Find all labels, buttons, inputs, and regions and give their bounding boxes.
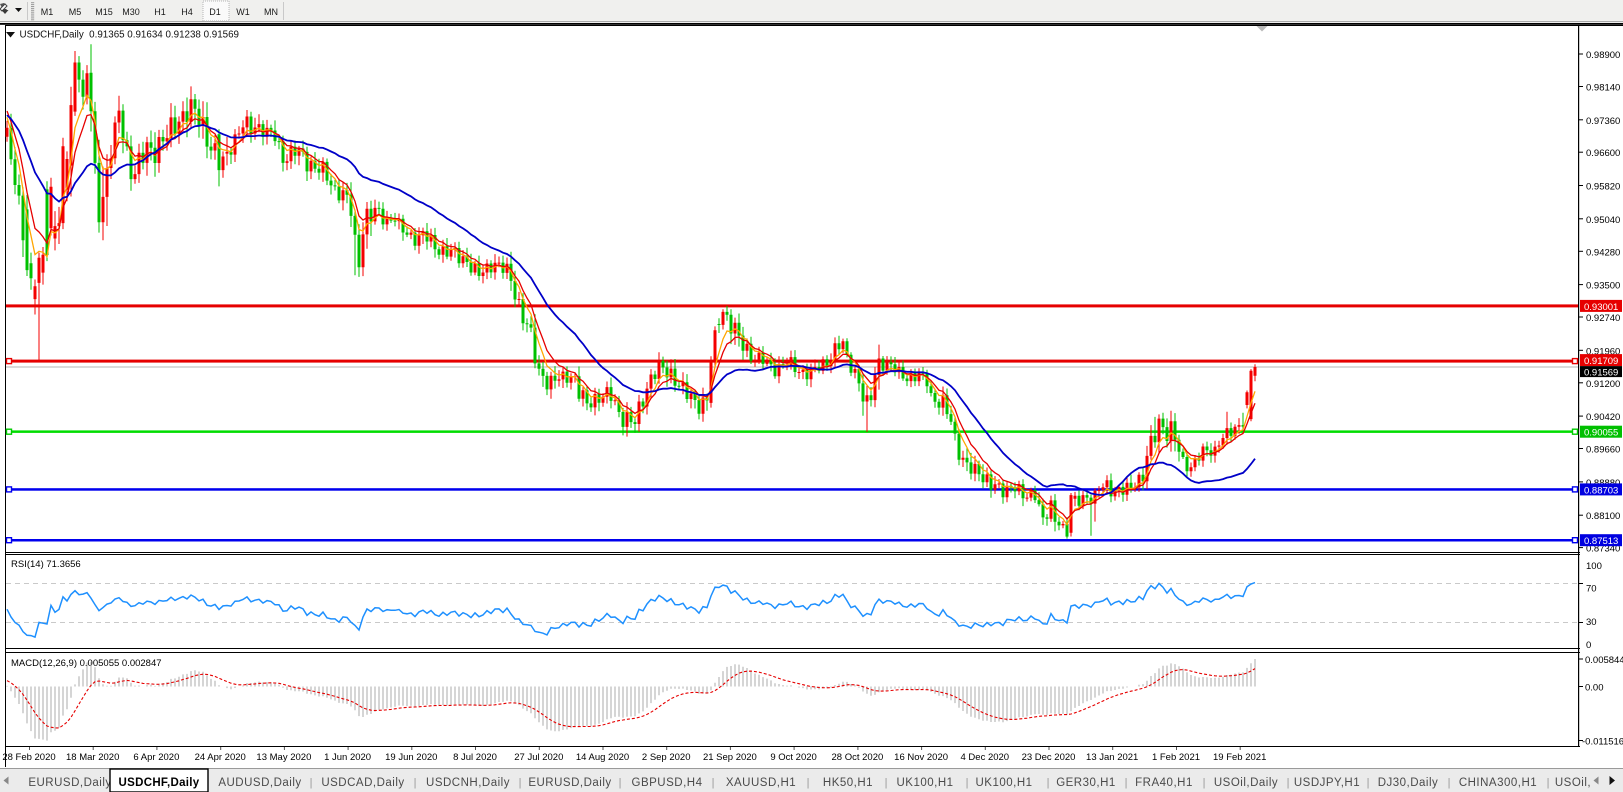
svg-text:0.93500: 0.93500: [1586, 281, 1620, 292]
svg-text:0.93001: 0.93001: [1584, 302, 1618, 313]
svg-text:M5: M5: [69, 7, 82, 17]
svg-text:0.91960: 0.91960: [1586, 346, 1620, 357]
svg-text:9 Oct 2020: 9 Oct 2020: [770, 752, 816, 763]
svg-text:MN: MN: [264, 7, 278, 17]
svg-text:-0.011516: -0.011516: [1582, 737, 1623, 748]
svg-text:EURUSD,Daily: EURUSD,Daily: [528, 777, 611, 789]
svg-text:8 Jul 2020: 8 Jul 2020: [453, 752, 497, 763]
svg-text:0.97360: 0.97360: [1586, 116, 1620, 127]
svg-text:M1: M1: [41, 7, 54, 17]
svg-text:0.89660: 0.89660: [1586, 445, 1620, 456]
svg-text:28 Oct 2020: 28 Oct 2020: [832, 752, 884, 763]
svg-text:0.87513: 0.87513: [1584, 536, 1618, 547]
svg-text:0.91569: 0.91569: [1584, 368, 1618, 379]
svg-text:0.91200: 0.91200: [1586, 379, 1620, 390]
svg-text:100: 100: [1586, 561, 1602, 572]
svg-text:RSI(14) 71.3656: RSI(14) 71.3656: [11, 559, 81, 570]
svg-text:18 Mar 2020: 18 Mar 2020: [66, 752, 119, 763]
svg-text:W1: W1: [236, 7, 250, 17]
svg-text:USDCNH,Daily: USDCNH,Daily: [426, 777, 510, 789]
svg-text:16 Nov 2020: 16 Nov 2020: [894, 752, 948, 763]
svg-text:FRA40,H1: FRA40,H1: [1135, 777, 1193, 789]
svg-text:0.98140: 0.98140: [1586, 83, 1620, 94]
svg-text:USDJPY,H1: USDJPY,H1: [1294, 777, 1360, 789]
svg-text:MACD(12,26,9) 0.005055 0.00284: MACD(12,26,9) 0.005055 0.002847: [11, 658, 162, 669]
svg-text:GER30,H1: GER30,H1: [1056, 777, 1116, 789]
svg-text:24 Apr 2020: 24 Apr 2020: [195, 752, 246, 763]
svg-text:|: |: [712, 777, 715, 789]
svg-text:UK100,H1: UK100,H1: [975, 777, 1032, 789]
svg-text:28 Feb 2020: 28 Feb 2020: [2, 752, 55, 763]
svg-text:|: |: [885, 777, 888, 789]
svg-text:0.88100: 0.88100: [1586, 511, 1620, 522]
svg-text:13 May 2020: 13 May 2020: [256, 752, 311, 763]
svg-text:0.88703: 0.88703: [1584, 485, 1618, 496]
svg-text:23 Dec 2020: 23 Dec 2020: [1022, 752, 1076, 763]
svg-text:0.96600: 0.96600: [1586, 148, 1620, 159]
svg-text:USOil,: USOil,: [1555, 777, 1591, 789]
svg-text:USOil,Daily: USOil,Daily: [1214, 777, 1278, 789]
svg-text:CHINA300,H1: CHINA300,H1: [1459, 777, 1537, 789]
svg-text:0.005844: 0.005844: [1585, 655, 1623, 666]
svg-text:1 Jun 2020: 1 Jun 2020: [324, 752, 371, 763]
svg-text:|: |: [1287, 777, 1290, 789]
svg-text:|: |: [1367, 777, 1370, 789]
svg-text:0.95040: 0.95040: [1586, 215, 1620, 226]
svg-text:0: 0: [1586, 640, 1591, 651]
svg-text:19 Feb 2021: 19 Feb 2021: [1213, 752, 1266, 763]
svg-text:0.98900: 0.98900: [1586, 50, 1620, 61]
svg-text:|: |: [1047, 777, 1050, 789]
svg-text:UK100,H1: UK100,H1: [896, 777, 953, 789]
svg-text:14 Aug 2020: 14 Aug 2020: [576, 752, 629, 763]
svg-text:USDCHF,Daily 0.91365 0.91634: USDCHF,Daily 0.91365 0.91634 0.91238 0.9…: [20, 30, 240, 41]
svg-text:M30: M30: [122, 7, 140, 17]
svg-text:|: |: [619, 777, 622, 789]
svg-text:|: |: [1125, 777, 1128, 789]
svg-text:13 Jan 2021: 13 Jan 2021: [1086, 752, 1138, 763]
svg-text:0.87340: 0.87340: [1586, 544, 1620, 555]
svg-text:EURUSD,Daily: EURUSD,Daily: [28, 777, 111, 789]
svg-text:|: |: [807, 777, 810, 789]
svg-text:19 Jun 2020: 19 Jun 2020: [385, 752, 437, 763]
svg-text:0.90055: 0.90055: [1584, 428, 1618, 439]
svg-text:0.94280: 0.94280: [1586, 247, 1620, 258]
svg-text:AUDUSD,Daily: AUDUSD,Daily: [218, 777, 301, 789]
svg-text:|: |: [966, 777, 969, 789]
svg-text:1 Feb 2021: 1 Feb 2021: [1152, 752, 1200, 763]
svg-text:0.91709: 0.91709: [1584, 356, 1618, 367]
svg-text:|: |: [1203, 777, 1206, 789]
svg-text:|: |: [1547, 777, 1550, 789]
svg-text:4 Dec 2020: 4 Dec 2020: [961, 752, 1010, 763]
svg-text:2 Sep 2020: 2 Sep 2020: [642, 752, 691, 763]
svg-text:DJ30,Daily: DJ30,Daily: [1378, 777, 1439, 789]
svg-text:27 Jul 2020: 27 Jul 2020: [514, 752, 563, 763]
svg-text:0.95820: 0.95820: [1586, 182, 1620, 193]
svg-text:30: 30: [1586, 617, 1597, 628]
svg-text:0.92740: 0.92740: [1586, 313, 1620, 324]
svg-text:H1: H1: [154, 7, 166, 17]
svg-text:GBPUSD,H4: GBPUSD,H4: [632, 777, 703, 789]
svg-text:6 Apr 2020: 6 Apr 2020: [133, 752, 179, 763]
svg-text:HK50,H1: HK50,H1: [823, 777, 873, 789]
svg-text:|: |: [414, 777, 417, 789]
svg-text:D1: D1: [209, 7, 221, 17]
svg-text:USDCAD,Daily: USDCAD,Daily: [321, 777, 404, 789]
svg-text:M15: M15: [95, 7, 113, 17]
svg-text:0.00: 0.00: [1585, 683, 1604, 694]
svg-text:70: 70: [1586, 584, 1597, 595]
svg-text:|: |: [1448, 777, 1451, 789]
svg-text:|: |: [310, 777, 313, 789]
svg-text:21 Sep 2020: 21 Sep 2020: [703, 752, 757, 763]
svg-text:H4: H4: [181, 7, 193, 17]
svg-text:XAUUSD,H1: XAUUSD,H1: [726, 777, 796, 789]
svg-text:USDCHF,Daily: USDCHF,Daily: [119, 777, 200, 789]
svg-text:0.90420: 0.90420: [1586, 412, 1620, 423]
svg-text:|: |: [519, 777, 522, 789]
